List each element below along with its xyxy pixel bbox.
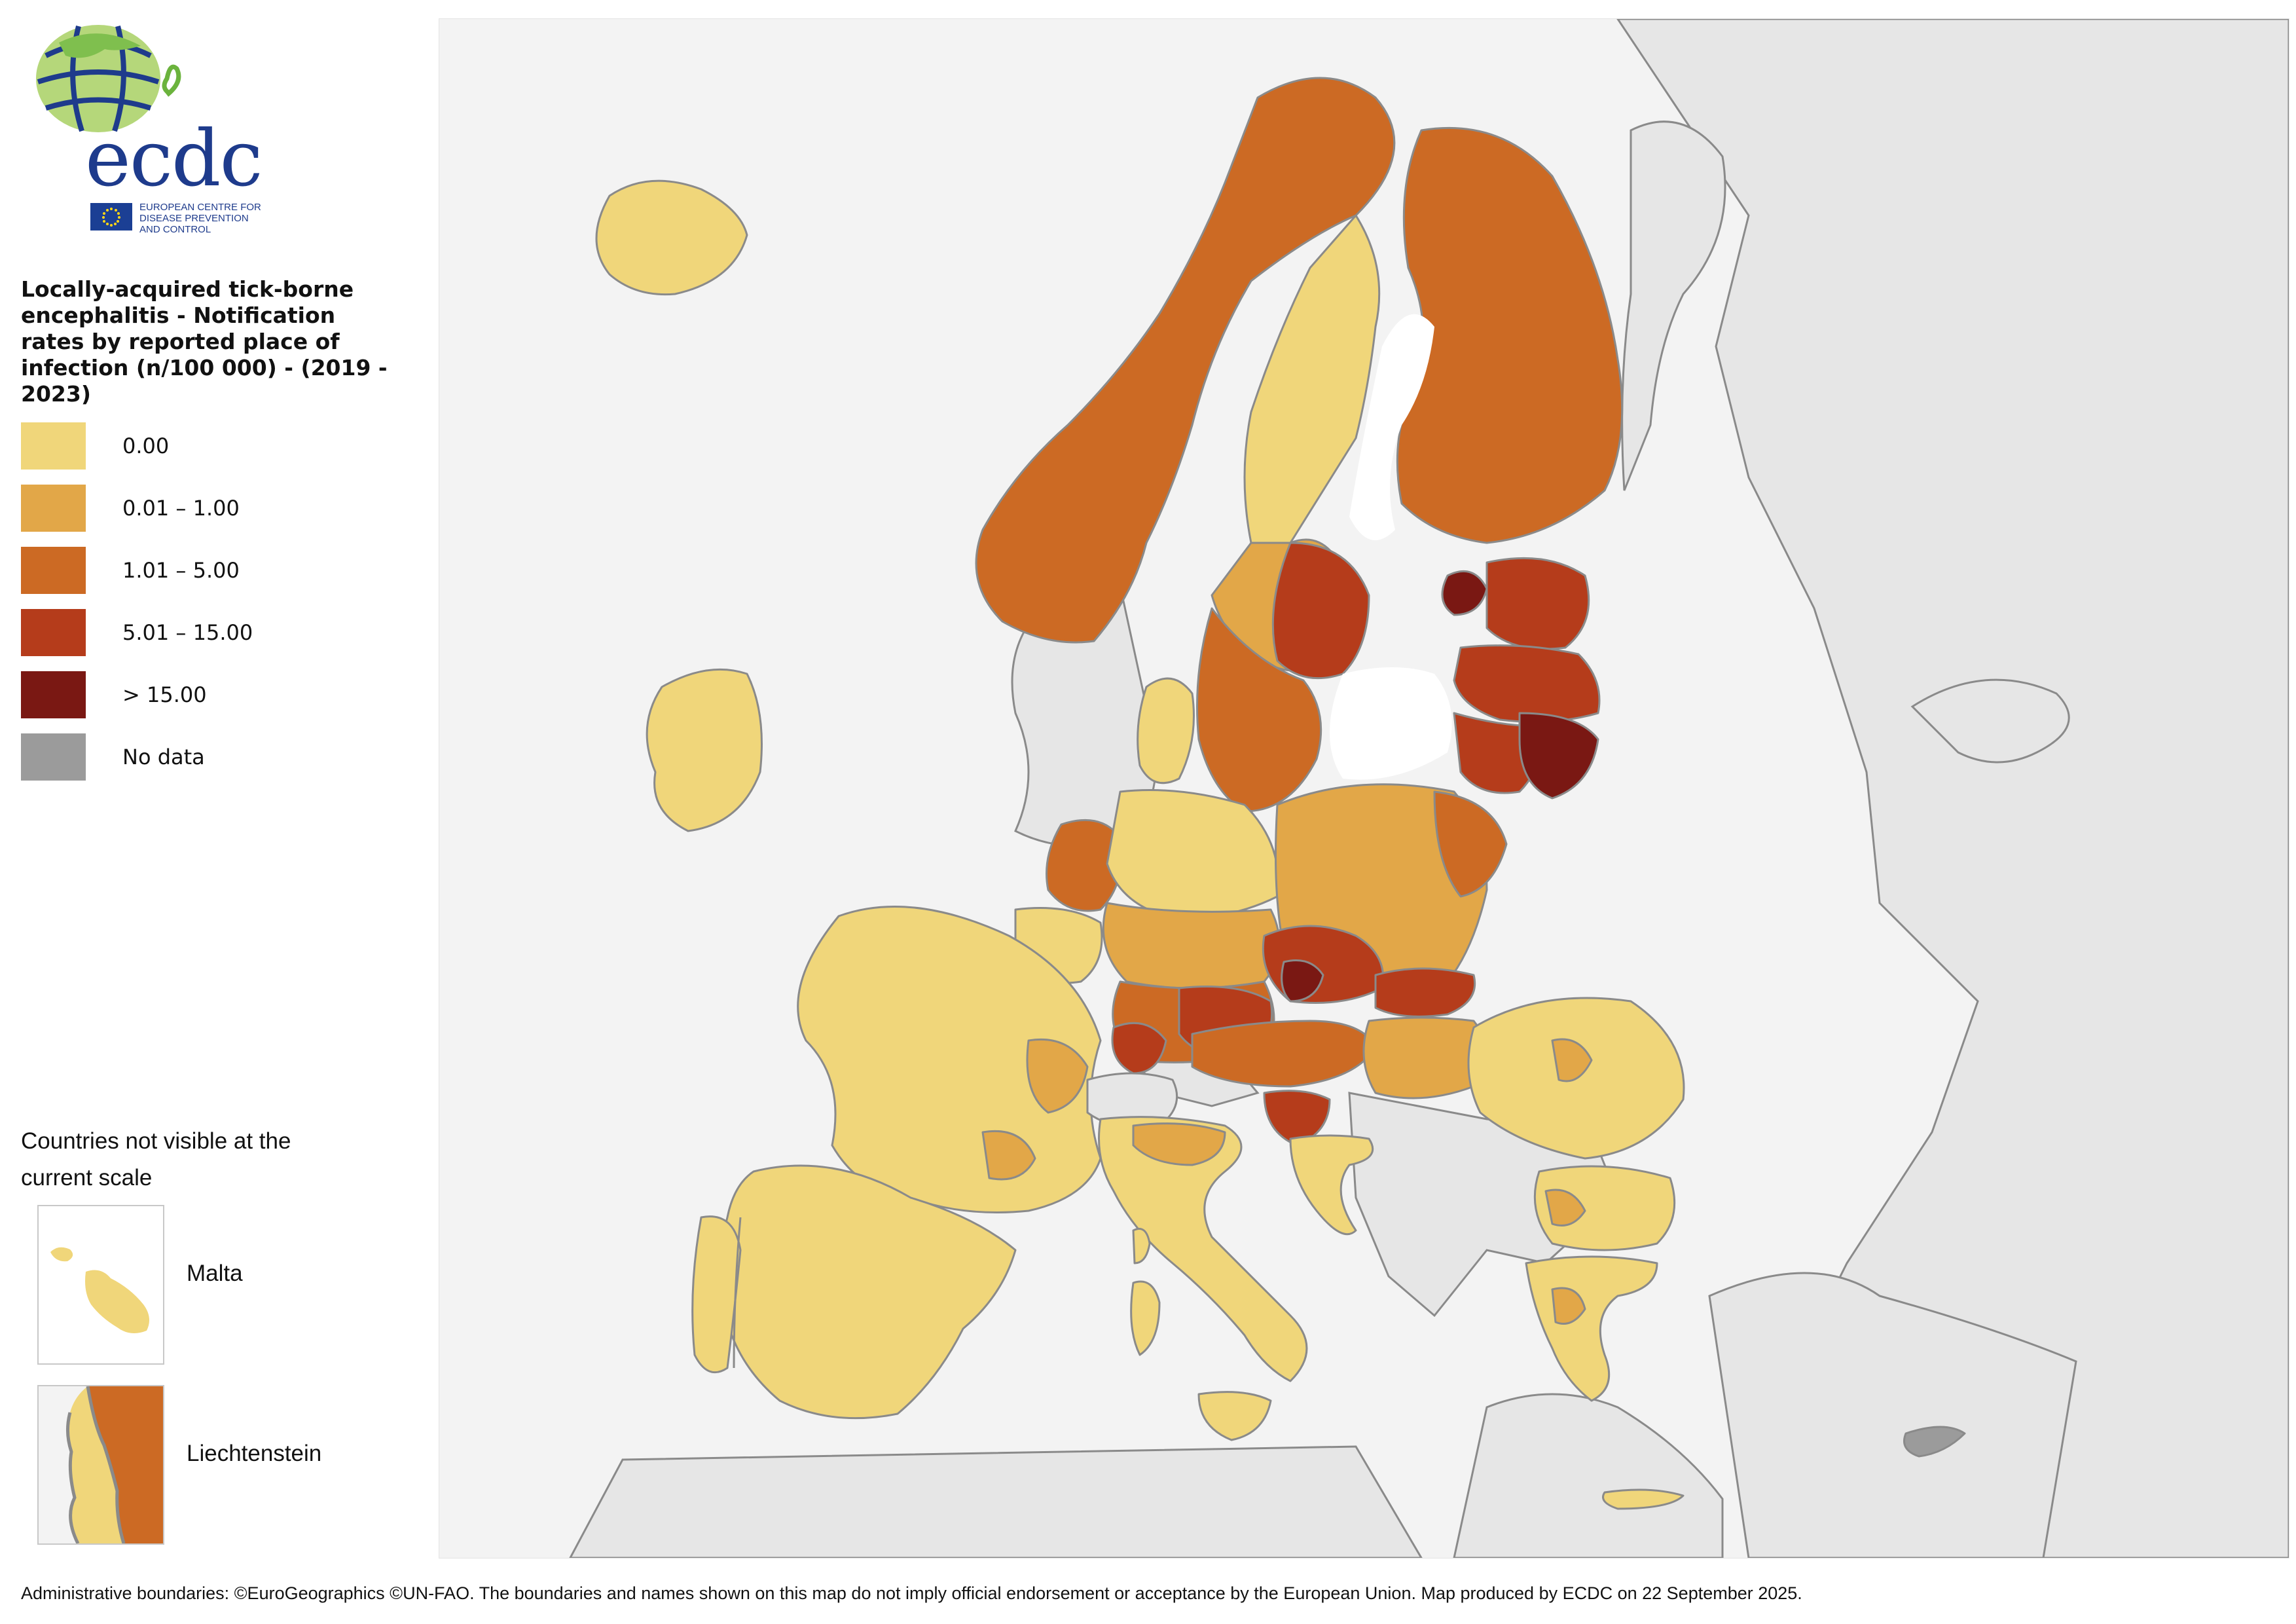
greece-north: [1551, 1287, 1586, 1325]
bulgaria-west: [1544, 1189, 1586, 1227]
eu-flag-icon: [90, 203, 132, 231]
romania-centre: [1551, 1038, 1593, 1082]
legend-swatch: [21, 671, 86, 718]
finland: [1396, 126, 1624, 544]
legend-label: 1.01 – 5.00: [122, 558, 240, 583]
sweden-south: [1196, 607, 1322, 813]
legend-title: Locally-acquired tick-borne encephalitis…: [21, 276, 388, 407]
legend-swatch: [21, 422, 86, 470]
malta-inset: [37, 1205, 164, 1365]
map-legend: Locally-acquired tick-borne encephalitis…: [21, 276, 388, 781]
iceland: [595, 179, 748, 296]
italy-north: [1132, 1122, 1226, 1166]
sicily: [1197, 1391, 1272, 1441]
inset-heading: Countries not visible at the current sca…: [21, 1128, 291, 1190]
legend-item: 0.00: [21, 422, 388, 470]
europe-map-canvas: .c0 { fill: #f0d67a; } .c1 { fill: #e2a7…: [569, 19, 2289, 1558]
legend-item: > 15.00: [21, 671, 388, 718]
legend-label: 0.01 – 1.00: [122, 496, 240, 521]
sardinia: [1130, 1280, 1161, 1356]
legend-swatch: [21, 733, 86, 781]
portugal: [691, 1215, 742, 1374]
globe-icon: [36, 25, 181, 132]
attribution-footer: Administrative boundaries: ©EuroGeograph…: [21, 1583, 1802, 1603]
croatia: [1289, 1134, 1374, 1236]
france: [797, 905, 1102, 1213]
bulgaria: [1533, 1165, 1676, 1251]
poland-east: [1433, 790, 1508, 898]
germany-middle: [1102, 902, 1281, 989]
lithuania-east: [1518, 712, 1599, 800]
slovakia: [1374, 967, 1476, 1018]
estonia: [1485, 557, 1590, 650]
liechtenstein-inset: [37, 1385, 164, 1545]
latvia: [1453, 644, 1601, 723]
norway: [975, 77, 1396, 644]
ecdc-logo: ecdc EUROPEAN CENTRE FOR DISEASE PREVENT…: [20, 16, 263, 235]
france-alps: [981, 1130, 1036, 1181]
slovenia: [1263, 1090, 1331, 1147]
legend-item: 5.01 – 15.00: [21, 609, 388, 656]
sweden-north: [1243, 214, 1381, 544]
legend-label: No data: [122, 745, 205, 769]
greece: [1525, 1255, 1658, 1402]
logo-organisation-name: EUROPEAN CENTRE FOR DISEASE PREVENTION A…: [139, 202, 261, 235]
europe-map: .c0 { fill: #f0d67a; } .c1 { fill: #e2a7…: [439, 18, 2289, 1559]
malta-label: Malta: [187, 1261, 243, 1286]
cyprus: [1903, 1426, 1966, 1458]
seas: [1330, 314, 1452, 780]
legend-swatch: [21, 547, 86, 594]
czechia-south-bohemia: [1281, 959, 1324, 1003]
legend-item: 0.01 – 1.00: [21, 485, 388, 532]
crete: [1602, 1488, 1685, 1510]
corsica: [1132, 1228, 1151, 1264]
legend-item: No data: [21, 733, 388, 781]
legend-item: 1.01 – 5.00: [21, 547, 388, 594]
legend-label: 5.01 – 15.00: [122, 620, 253, 645]
denmark: [1137, 677, 1195, 784]
legend-label: > 15.00: [122, 682, 207, 707]
legend-label: 0.00: [122, 434, 170, 458]
liechtenstein-label: Liechtenstein: [187, 1441, 322, 1466]
estonia-islands: [1441, 570, 1488, 616]
austria: [1191, 1020, 1377, 1088]
eu-countries: [595, 77, 1966, 1510]
france-east: [1026, 1038, 1089, 1114]
ireland: [646, 668, 763, 832]
legend-swatch: [21, 609, 86, 656]
logo-wordmark: ecdc: [85, 113, 263, 204]
germany-baden: [1111, 1022, 1167, 1075]
legend-swatch: [21, 485, 86, 532]
sweden-stockholm: [1271, 542, 1370, 680]
netherlands: [1046, 819, 1123, 912]
